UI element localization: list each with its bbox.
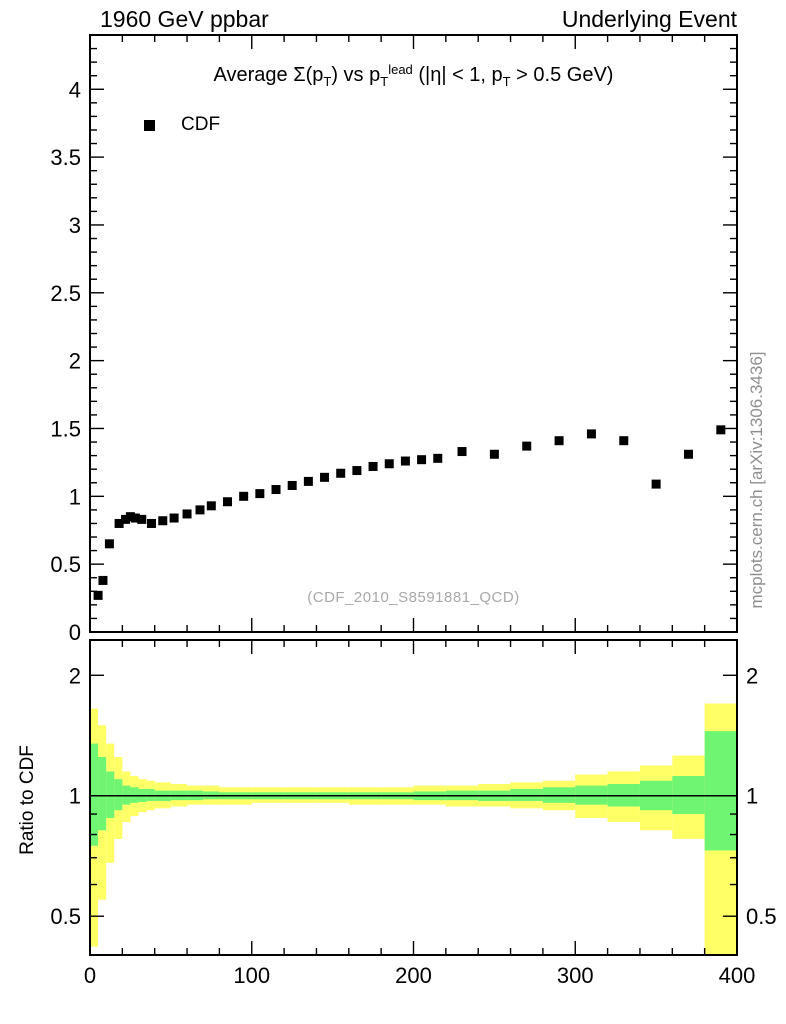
axis-tick-label: 2 bbox=[746, 663, 758, 688]
analysis-reference-label: (CDF_2010_S8591881_QCD) bbox=[307, 589, 520, 606]
data-point bbox=[137, 514, 147, 524]
axis-tick-label: 0.5 bbox=[50, 904, 81, 929]
data-point bbox=[522, 441, 532, 451]
data-point bbox=[271, 485, 281, 495]
data-point bbox=[169, 513, 179, 523]
axis-tick-label: 4 bbox=[69, 77, 81, 102]
ratio-uncertainty-bands bbox=[90, 703, 737, 955]
data-point bbox=[104, 539, 114, 549]
data-point bbox=[98, 575, 108, 585]
data-point bbox=[586, 429, 596, 439]
data-point bbox=[222, 497, 232, 507]
data-point bbox=[457, 447, 467, 457]
data-point bbox=[400, 456, 410, 466]
axis-tick-labels: 0 0.5 1 1.5 2 2.5 3 3.5 4 0.5 0.5 1 1 2 2 0 100 200 300 400 bbox=[50, 77, 776, 988]
data-point bbox=[114, 518, 124, 528]
data-point bbox=[195, 505, 205, 515]
data-point bbox=[255, 489, 265, 499]
data-point bbox=[489, 449, 499, 459]
axis-tick-label: 1 bbox=[746, 784, 758, 809]
data-points-cdf bbox=[93, 425, 726, 600]
axis-tick-label: 0.5 bbox=[746, 904, 777, 929]
legend-square-marker-icon bbox=[144, 119, 155, 131]
header-analysis-group: Underlying Event bbox=[561, 6, 737, 32]
band-uncertainty-outer bbox=[90, 703, 737, 955]
data-point bbox=[433, 453, 443, 463]
axis-tick-label: 100 bbox=[233, 963, 270, 988]
data-point bbox=[239, 491, 249, 501]
data-point bbox=[93, 590, 103, 600]
axis-tick-label: 0 bbox=[69, 620, 81, 645]
data-point bbox=[417, 455, 427, 465]
header-beam-energy: 1960 GeV ppbar bbox=[100, 6, 269, 32]
axis-tick-label: 0.5 bbox=[50, 552, 81, 577]
data-point bbox=[158, 516, 168, 526]
axis-tick-label: 1 bbox=[69, 484, 81, 509]
mcplots-watermark: mcplots.cern.ch [arXiv:1306.3436] bbox=[747, 351, 766, 609]
axis-tick-label: 1.5 bbox=[50, 416, 81, 441]
axis-tick-label: 1 bbox=[69, 784, 81, 809]
legend-label: CDF bbox=[181, 114, 221, 135]
data-point bbox=[368, 461, 378, 471]
data-point bbox=[320, 472, 330, 482]
data-point bbox=[206, 501, 216, 511]
axis-ticks bbox=[89, 35, 738, 956]
data-point bbox=[125, 512, 135, 522]
data-point bbox=[121, 514, 131, 524]
data-point bbox=[303, 476, 313, 486]
axis-tick-label: 300 bbox=[557, 963, 594, 988]
data-point bbox=[336, 468, 346, 478]
data-point bbox=[287, 480, 297, 490]
axis-tick-label: 400 bbox=[719, 963, 756, 988]
axis-tick-label: 2.5 bbox=[50, 281, 81, 306]
axis-tick-label: 3 bbox=[69, 213, 81, 238]
data-point bbox=[619, 436, 629, 446]
data-point bbox=[716, 425, 726, 435]
ratio-axis-title: Ratio to CDF bbox=[17, 745, 38, 855]
axis-tick-label: 2 bbox=[69, 663, 81, 688]
data-point bbox=[384, 459, 394, 469]
axis-tick-label: 3.5 bbox=[50, 145, 81, 170]
axis-tick-label: 0 bbox=[84, 963, 96, 988]
plot-title: Average Σ(pT) vs pTlead (|η| < 1, pT > 0… bbox=[213, 62, 614, 89]
axis-tick-label: 200 bbox=[395, 963, 432, 988]
data-point bbox=[683, 449, 693, 459]
data-point bbox=[146, 518, 156, 528]
legend: CDF bbox=[144, 114, 220, 136]
data-point bbox=[352, 466, 362, 476]
data-point bbox=[554, 436, 564, 446]
data-point bbox=[130, 513, 140, 523]
data-point bbox=[651, 479, 661, 489]
axis-tick-label: 2 bbox=[69, 349, 81, 374]
data-point bbox=[182, 509, 192, 519]
